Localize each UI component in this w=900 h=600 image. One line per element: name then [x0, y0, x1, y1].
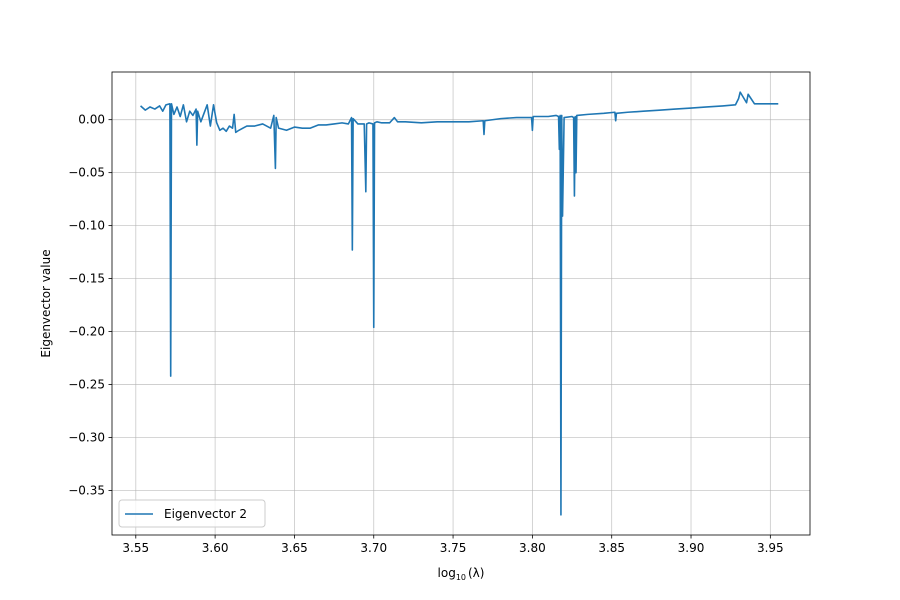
x-axis-label: log10 (λ) — [438, 566, 485, 582]
y-tick-label: −0.05 — [68, 166, 105, 180]
legend-box — [118, 499, 266, 528]
grid-lines — [112, 72, 810, 535]
x-tick-label: 3.60 — [202, 541, 229, 555]
y-tick-label: −0.15 — [68, 272, 105, 286]
x-tick-label: 3.95 — [757, 541, 784, 555]
y-tick-label: −0.25 — [68, 378, 105, 392]
plot-area-frame — [111, 71, 811, 536]
y-tick-label: −0.35 — [68, 484, 105, 498]
x-tick-label: 3.90 — [678, 541, 705, 555]
legend-label: Eigenvector 2 — [164, 507, 247, 521]
y-axis-ticks: 0.00 −0.05 −0.10 −0.15 −0.20 −0.25 −0.30 −0.35 — [68, 113, 112, 498]
y-tick-label: −0.20 — [68, 325, 105, 339]
x-axis-ticks: 3.55 3.60 3.65 3.70 3.75 3.80 3.85 3.90 3.95 — [122, 535, 784, 555]
y-tick-label: −0.10 — [68, 219, 105, 233]
x-tick-label: 3.85 — [598, 541, 625, 555]
x-tick-label: 3.70 — [360, 541, 387, 555]
y-tick-label: −0.30 — [68, 431, 105, 445]
x-tick-label: 3.75 — [440, 541, 467, 555]
y-axis-label: Eigenvector value — [39, 249, 53, 357]
legend: Eigenvector 2 — [118, 499, 266, 528]
series-line — [140, 91, 779, 516]
x-tick-label: 3.55 — [122, 541, 149, 555]
series-layer — [140, 91, 779, 516]
x-tick-label: 3.65 — [281, 541, 308, 555]
x-tick-label: 3.80 — [519, 541, 546, 555]
y-tick-label: 0.00 — [78, 113, 105, 127]
